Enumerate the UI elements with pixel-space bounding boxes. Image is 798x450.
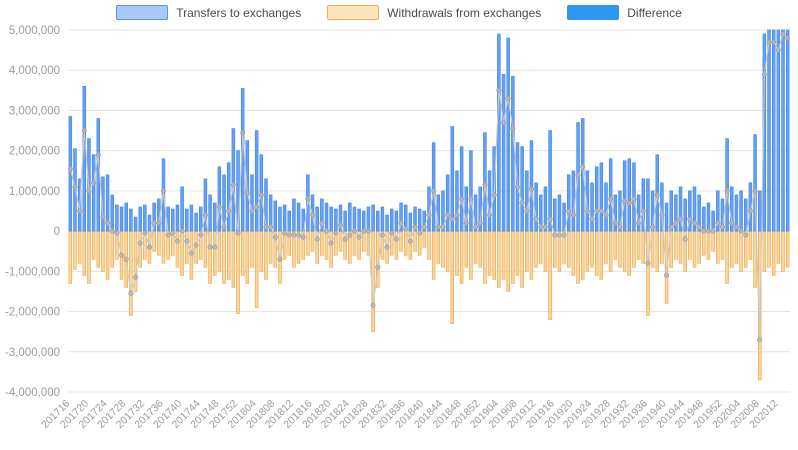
legend-item-transfers[interactable]: Transfers to exchanges (116, 5, 301, 20)
legend-swatch-withdrawals (327, 5, 380, 20)
svg-text:3,000,000: 3,000,000 (9, 105, 60, 117)
svg-text:4,000,000: 4,000,000 (9, 65, 60, 77)
legend-swatch-difference (567, 5, 620, 20)
svg-text:1,000,000: 1,000,000 (9, 186, 60, 198)
legend-label-withdrawals: Withdrawals from exchanges (387, 5, 542, 20)
transfers-bars[interactable] (68, 0, 790, 232)
legend-item-difference[interactable]: Difference (567, 5, 682, 20)
legend-label-difference: Difference (627, 5, 682, 20)
svg-text:0: 0 (54, 226, 60, 238)
svg-text:2,000,000: 2,000,000 (9, 146, 60, 158)
legend-item-withdrawals[interactable]: Withdrawals from exchanges (327, 5, 541, 20)
legend-label-transfers: Transfers to exchanges (176, 5, 302, 20)
difference-markers[interactable] (68, 31, 790, 343)
svg-text:5,000,000: 5,000,000 (9, 25, 60, 37)
chart-legend: Transfers to exchanges Withdrawals from … (0, 5, 798, 20)
legend-swatch-transfers (116, 5, 169, 20)
svg-text:-2,000,000: -2,000,000 (5, 307, 60, 319)
svg-text:-1,000,000: -1,000,000 (5, 266, 60, 278)
svg-text:-4,000,000: -4,000,000 (5, 387, 60, 399)
y-axis-labels: 5,000,000 4,000,000 3,000,000 2,000,000 1,00… (5, 25, 60, 399)
svg-text:-3,000,000: -3,000,000 (5, 347, 60, 359)
